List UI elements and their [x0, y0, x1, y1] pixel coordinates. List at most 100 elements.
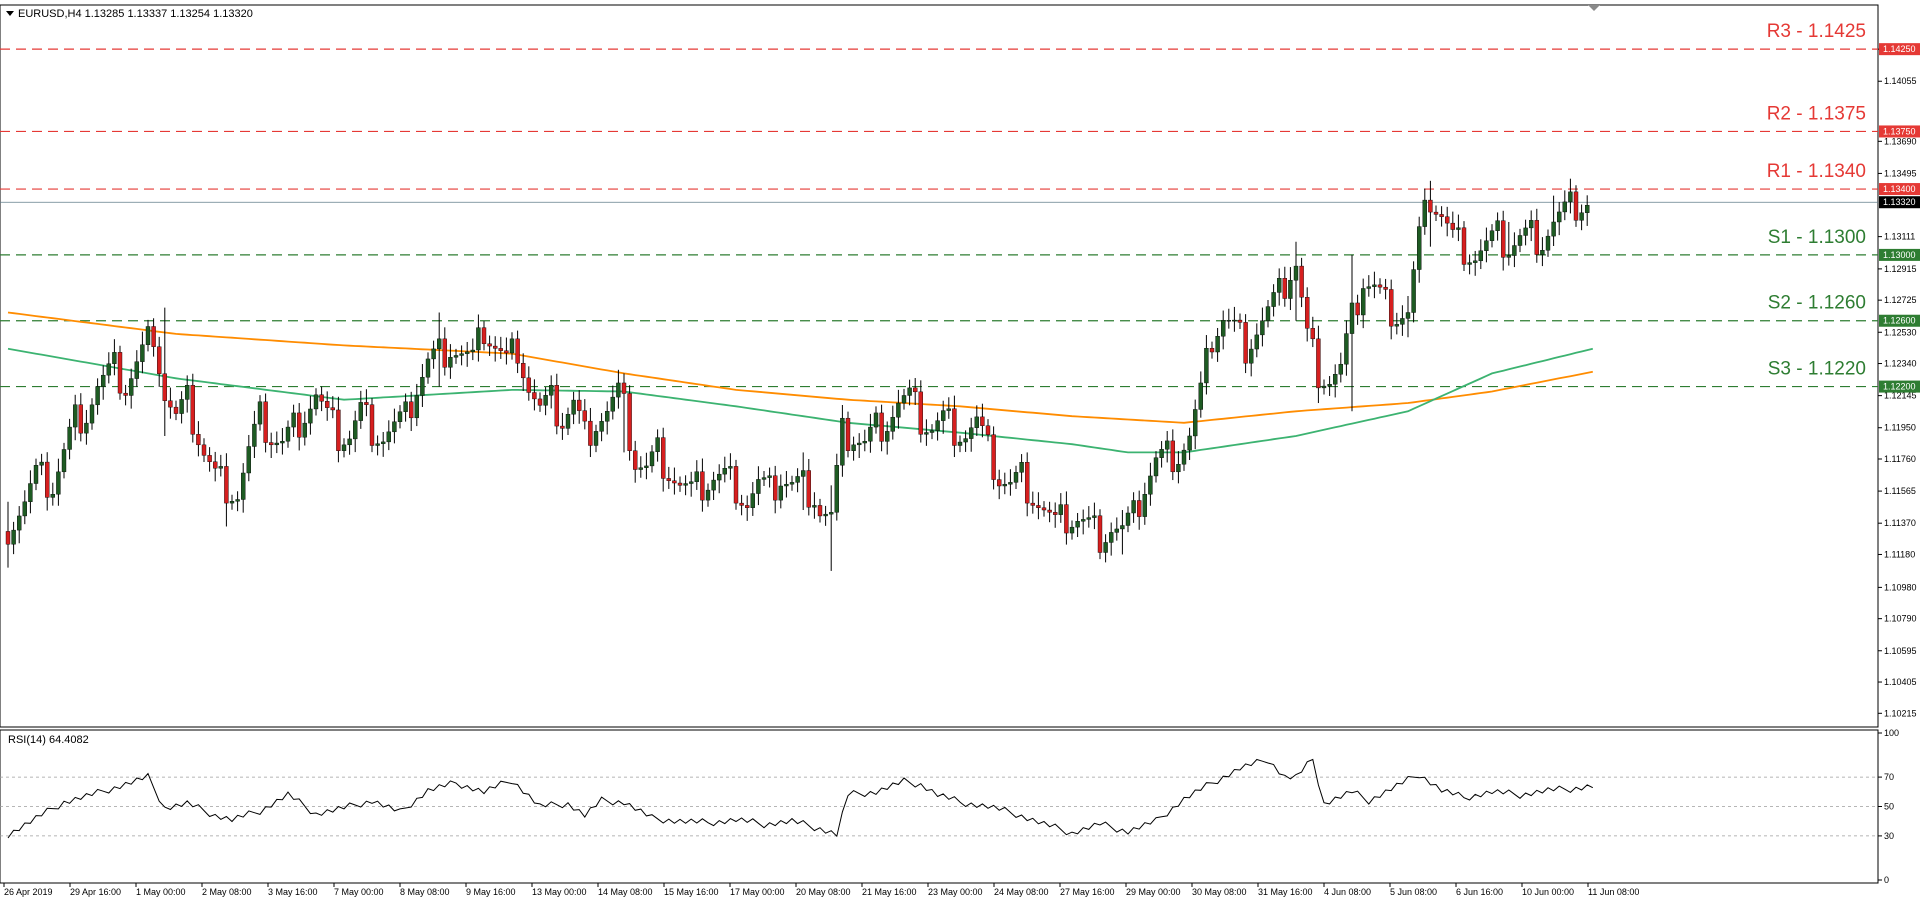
bull-candle [946, 408, 951, 411]
bear-candle [1030, 502, 1036, 506]
bull-candle [1321, 385, 1327, 389]
time-tick-label: 20 May 08:00 [796, 887, 851, 897]
bull-candle [868, 426, 873, 442]
bear-candle [515, 338, 520, 364]
bull-candle [414, 395, 419, 419]
bull-candle [229, 501, 235, 504]
chart-shift-marker-icon[interactable] [1588, 5, 1600, 11]
bull-candle [61, 449, 67, 473]
bear-candle [1433, 211, 1439, 215]
bull-candle [1512, 245, 1517, 256]
bull-candle [565, 414, 571, 429]
bear-candle [1299, 265, 1304, 298]
bull-candle [1422, 199, 1428, 227]
price-tick-label: 1.12915 [1884, 264, 1917, 274]
bear-candle [733, 466, 739, 504]
bull-candle [1400, 318, 1405, 325]
bear-candle [577, 399, 582, 411]
bull-candle [95, 386, 100, 406]
bull-candle [235, 499, 240, 502]
rsi-layer [0, 758, 1878, 839]
bear-candle [588, 420, 593, 446]
bear-candle [913, 387, 918, 393]
time-tick-label: 24 May 08:00 [994, 887, 1049, 897]
rsi-tick-label: 30 [1884, 831, 1894, 841]
bull-candle [257, 401, 263, 425]
bull-candle [240, 472, 246, 500]
level-price-tag-label: 1.12600 [1883, 316, 1916, 326]
level-label: R3 - 1.1425 [1767, 21, 1866, 42]
time-tick-label: 8 May 08:00 [400, 887, 450, 897]
bear-candle [168, 400, 173, 408]
price-tick-label: 1.10980 [1884, 582, 1917, 592]
bull-candle [1394, 324, 1400, 327]
bull-candle [935, 420, 940, 431]
bull-candle [509, 338, 515, 354]
bear-candle [481, 327, 487, 344]
bull-candle [1495, 220, 1500, 231]
price-tick-label: 1.12340 [1884, 359, 1917, 369]
bear-candle [297, 412, 302, 438]
bull-candle [1226, 320, 1232, 322]
bull-candle [1232, 319, 1237, 322]
dropdown-triangle-icon[interactable] [6, 11, 14, 16]
bull-candle [1019, 462, 1024, 473]
rsi-header: RSI(14) 64.4082 [8, 734, 89, 746]
rsi-tick-label: 70 [1884, 772, 1894, 782]
level-label: R2 - 1.1375 [1767, 103, 1866, 124]
current-price-tag [1879, 196, 1920, 209]
bull-candle [722, 468, 727, 475]
bull-candle [1142, 494, 1148, 517]
bull-candle [1260, 320, 1265, 336]
bull-candle [347, 438, 352, 446]
bull-candle [39, 461, 44, 466]
bear-candle [532, 392, 537, 400]
bull-candle [431, 348, 436, 360]
bull-candle [72, 404, 78, 428]
bear-candle [980, 416, 985, 426]
bull-candle [1562, 201, 1568, 213]
bull-candle [67, 426, 72, 450]
bear-candle [5, 531, 11, 545]
bull-candle [313, 394, 319, 410]
price-tick-label: 1.11565 [1884, 486, 1916, 496]
bull-candle [128, 378, 134, 396]
bear-candle [627, 393, 632, 451]
bull-candle [381, 441, 386, 444]
rsi-line [7, 758, 1594, 839]
price-tick-label: 1.12530 [1884, 327, 1917, 337]
bear-candle [1097, 515, 1103, 553]
bear-candle [325, 401, 330, 408]
bull-candle [11, 529, 16, 545]
bear-candle [493, 345, 498, 349]
level-price-tag-label: 1.14250 [1883, 44, 1916, 54]
bear-candle [1282, 278, 1288, 299]
bear-candle [991, 434, 996, 480]
bear-candle [1377, 284, 1383, 288]
bear-candle [263, 401, 268, 443]
bull-candle [1204, 348, 1209, 384]
bull-candle [285, 426, 291, 442]
bull-candle [134, 361, 140, 379]
level-price-tag [1879, 248, 1920, 261]
bull-candle [890, 416, 895, 432]
bear-candle [1237, 319, 1243, 323]
time-tick-label: 4 Jun 08:00 [1324, 887, 1371, 897]
time-tick-label: 29 May 00:00 [1126, 887, 1181, 897]
time-tick-label: 10 Jun 00:00 [1522, 887, 1574, 897]
bull-candle [924, 432, 929, 435]
level-label: S3 - 1.1220 [1768, 359, 1866, 380]
bear-candle [677, 482, 683, 486]
bull-candle [353, 420, 358, 440]
bull-candle [1192, 409, 1198, 437]
bull-candle [1489, 230, 1495, 241]
bull-candle [425, 358, 431, 378]
bull-candle [717, 473, 722, 481]
bear-candle [123, 392, 128, 396]
bull-candle [179, 399, 184, 414]
bull-candle [851, 444, 856, 451]
bear-candle [45, 461, 50, 498]
bull-candle [1456, 227, 1461, 230]
bull-candle [1248, 348, 1254, 364]
bear-candle [666, 478, 671, 481]
